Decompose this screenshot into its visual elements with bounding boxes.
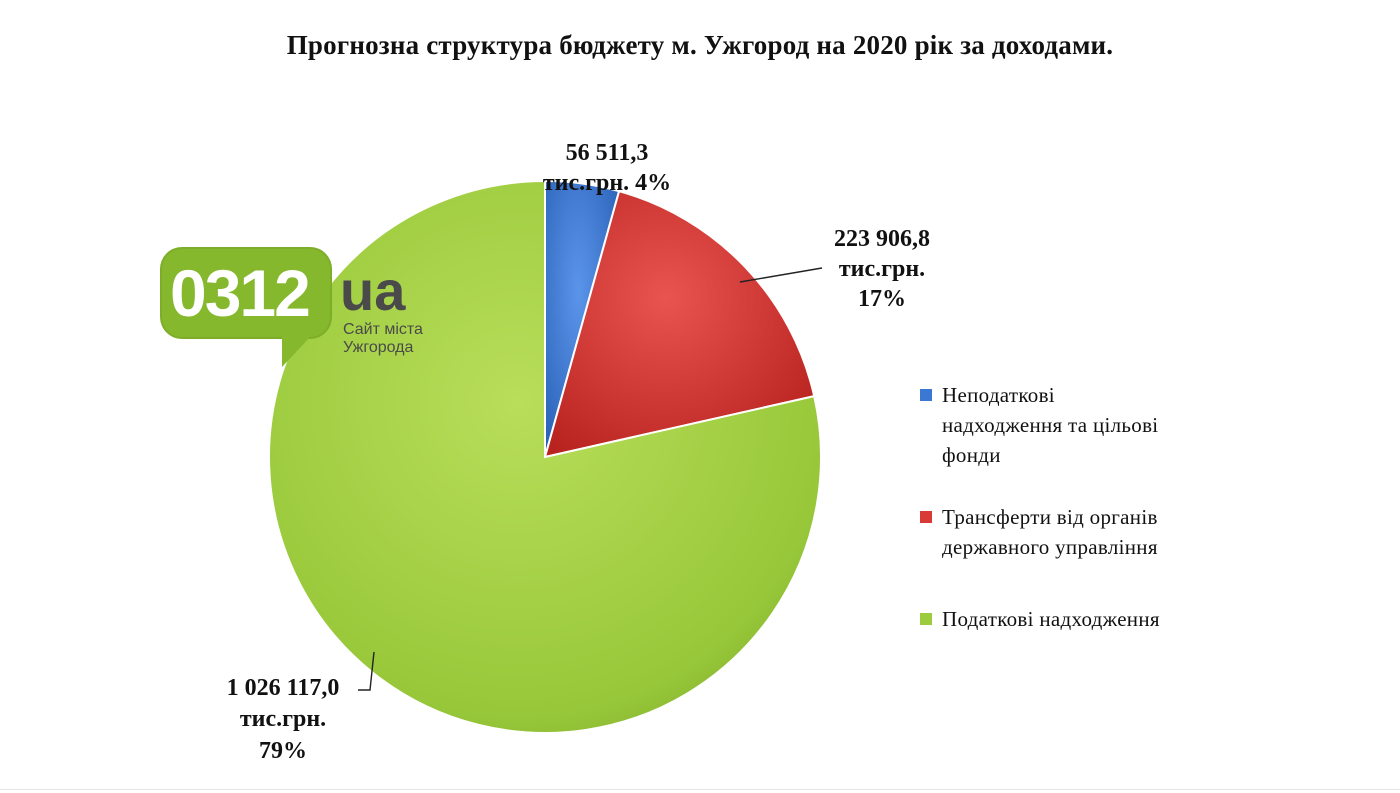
legend-label-nontax-line3: фонди bbox=[942, 443, 1001, 467]
data-label-transfers-value: 223 906,8 bbox=[834, 226, 930, 252]
data-label-nontax-value: 56 511,3 bbox=[566, 140, 649, 166]
legend-swatch-transfers bbox=[920, 511, 932, 523]
data-label-transfers-percent: 17% bbox=[858, 286, 906, 312]
legend-item-transfers: Трансферти від органів державного управл… bbox=[920, 502, 1250, 562]
data-label-tax-unit: тис.грн. bbox=[240, 706, 326, 732]
chart-legend: Неподаткові надходження та цільові фонди… bbox=[920, 380, 1250, 634]
data-label-transfers-unit: тис.грн. bbox=[839, 256, 925, 282]
legend-item-nontax: Неподаткові надходження та цільові фонди bbox=[920, 380, 1250, 470]
leader-line-tax bbox=[358, 651, 375, 691]
legend-label-nontax-line1: Неподаткові bbox=[942, 383, 1055, 407]
logo-caption-line1: Сайт міста bbox=[343, 321, 423, 338]
logo-badge bbox=[160, 247, 332, 339]
legend-swatch-nontax bbox=[920, 389, 932, 401]
site-logo[interactable]: 0312 ua Сайт міста Ужгорода bbox=[160, 247, 440, 377]
data-label-nontax-unit-percent: тис.грн. 4% bbox=[543, 170, 671, 196]
logo-suffix: ua bbox=[340, 259, 406, 322]
legend-label-transfers-line2: державного управління bbox=[942, 535, 1158, 559]
chart-title: Прогнозна структура бюджету м. Ужгород н… bbox=[286, 30, 1114, 60]
legend-label-transfers-line1: Трансферти від органів bbox=[942, 505, 1158, 529]
data-label-tax-value: 1 026 117,0 bbox=[227, 675, 340, 701]
pie-slice-tax bbox=[268, 179, 822, 734]
logo-badge-tail bbox=[282, 335, 312, 367]
legend-swatch-tax bbox=[920, 613, 932, 625]
bottom-divider bbox=[0, 789, 1400, 790]
legend-label-tax-line1: Податкові надходження bbox=[942, 607, 1160, 631]
legend-label-nontax-line2: надходження та цільові bbox=[942, 413, 1159, 437]
logo-caption-line2: Ужгорода bbox=[343, 339, 414, 356]
leader-line-transfers bbox=[739, 267, 823, 283]
pie-slice-transfers bbox=[543, 189, 816, 459]
logo-number: 0312 bbox=[170, 256, 311, 330]
logo-caption: Сайт міста Ужгорода bbox=[343, 321, 423, 357]
legend-item-tax: Податкові надходження bbox=[920, 604, 1250, 634]
data-label-tax-percent: 79% bbox=[259, 738, 307, 764]
